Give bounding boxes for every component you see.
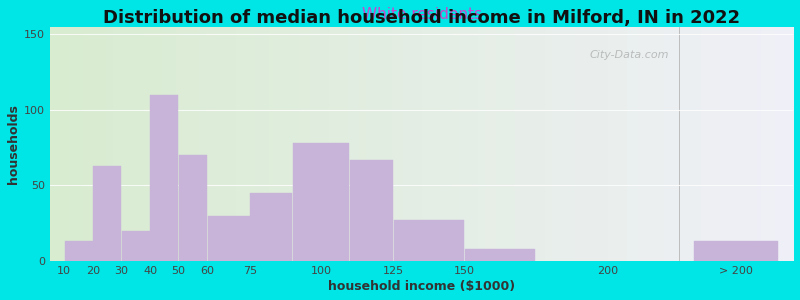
Text: City-Data.com: City-Data.com xyxy=(590,50,670,60)
Title: Distribution of median household income in Milford, IN in 2022: Distribution of median household income … xyxy=(103,9,740,27)
Bar xyxy=(150,94,178,261)
Bar xyxy=(694,242,778,261)
Bar xyxy=(122,231,150,261)
Bar xyxy=(250,193,293,261)
Bar xyxy=(465,249,535,261)
Bar xyxy=(294,143,350,261)
Y-axis label: households: households xyxy=(7,104,20,184)
Bar xyxy=(93,166,121,261)
Bar xyxy=(207,216,250,261)
X-axis label: household income ($1000): household income ($1000) xyxy=(328,280,515,293)
Text: White residents: White residents xyxy=(362,7,482,22)
Bar xyxy=(350,160,393,261)
Bar xyxy=(179,155,207,261)
Bar xyxy=(394,220,464,261)
Bar xyxy=(65,242,93,261)
